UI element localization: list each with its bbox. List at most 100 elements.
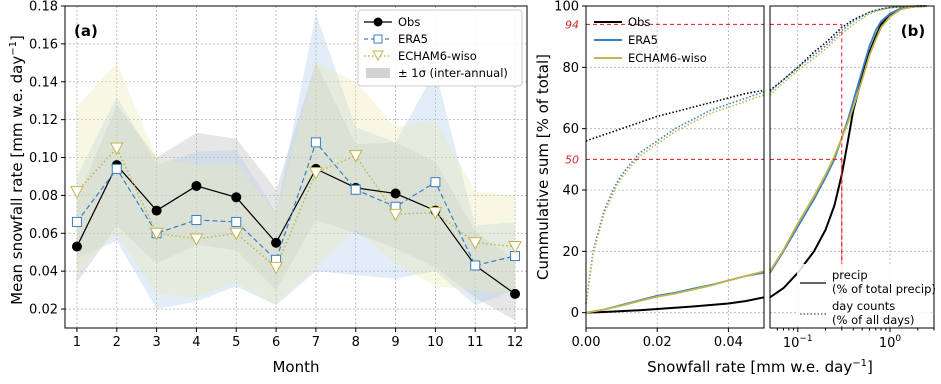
panel-a-y-tick-label: 0.06 — [29, 227, 58, 242]
tick-base: 10 — [783, 336, 800, 351]
panel-a-x-tick-label: 3 — [152, 335, 160, 350]
marker-obs — [510, 288, 521, 299]
marker-echam — [348, 150, 363, 163]
panel-b-right-x-tick-label: 10−1 — [783, 334, 813, 351]
marker-era5 — [350, 184, 361, 195]
cumsum-precip-obs-L — [585, 296, 765, 314]
legend-days-label: day counts — [832, 299, 895, 313]
panel-b-y-tick-label: 40 — [562, 184, 579, 199]
cumsum-days-echam-L — [585, 94, 765, 304]
band-era5 — [76, 13, 516, 310]
panel-a-y-tick-label: 0.18 — [29, 0, 58, 15]
legend-precip-sublabel: (% of total precip) — [832, 282, 936, 296]
legend-band-swatch — [366, 68, 390, 78]
series-line-obs — [76, 164, 516, 295]
legend-echam-marker — [372, 50, 384, 62]
legend-days-sublabel: (% of all days) — [832, 313, 915, 327]
panel-a-y-ticks: 0.02 0.04 0.06 0.08 0.10 0.12 0.14 0.16 0.18 — [29, 0, 65, 318]
panel-b-xlabel: Snowfall rate [mm w.e. day−1] — [647, 358, 873, 376]
marker-echam — [508, 241, 522, 254]
panel-a-x-tick-label: 11 — [467, 335, 484, 350]
panel-a-lines — [76, 141, 516, 295]
panel-a-y-tick-label: 0.14 — [29, 75, 58, 90]
cumsum-precip-echam-R — [769, 5, 927, 272]
panel-b-y-tick-label: 0 — [571, 306, 579, 321]
ref-label: 94 — [565, 18, 579, 31]
panel-b-left-x-tick-label: 0.04 — [714, 335, 743, 350]
marker-echam — [428, 206, 443, 220]
legend-era5-label: ERA5 — [398, 32, 428, 46]
panel-a-legend-box — [357, 9, 523, 87]
marker-echam — [269, 261, 283, 275]
panel-b-y-tick-label: 80 — [562, 61, 579, 76]
cumsum-days-obs-L — [585, 89, 765, 142]
marker-obs — [390, 188, 401, 199]
panel-b-right-frame — [769, 5, 935, 329]
tick-exponent: 0 — [895, 334, 901, 344]
marker-echam — [149, 227, 164, 241]
panel-a-label: (a) — [74, 22, 98, 40]
marker-era5 — [231, 216, 242, 227]
panel-b-xlabel-text: Snowfall rate [mm w.e. day — [647, 358, 852, 376]
panel-a-x-tick-label: 9 — [391, 335, 399, 350]
panel-a-ylabel-text: Mean snowfall rate [mm w.e. day — [8, 56, 26, 305]
legend-precip-label: precip — [832, 268, 868, 282]
cumsum-precip-era5-R — [769, 5, 927, 274]
legend-b-echam-label: ECHAM6-wiso — [628, 51, 707, 65]
marker-obs — [71, 241, 82, 252]
panel-a: 1 2 3 4 5 6 7 8 9 10 11 12 0.020.040.060.080.100.12… — [8, 0, 528, 376]
marker-era5 — [430, 177, 441, 188]
panel-a-x-tick-label: 10 — [427, 335, 444, 350]
marker-echam — [109, 142, 124, 156]
legend-obs-label: Obs — [398, 15, 420, 29]
marker-obs — [271, 237, 282, 248]
cumsum-days-obs-R — [769, 5, 927, 91]
marker-era5 — [71, 216, 82, 227]
panel-a-y-tick-label: 0.04 — [29, 265, 58, 280]
panel-a-y-tick-label: 0.08 — [29, 189, 58, 204]
marker-era5 — [470, 260, 481, 271]
legend-b-obs-label: Obs — [628, 15, 650, 29]
series-line-echam — [76, 146, 516, 269]
panel-a-y-tick-label: 0.02 — [29, 303, 58, 318]
panel-b-y-ticks: 0 20 40 60 80 100 — [554, 0, 586, 321]
panel-b-lines — [585, 5, 927, 314]
ref-label: 50 — [565, 153, 579, 166]
panel-b-label: (b) — [901, 22, 925, 40]
panel-b-legend-bottom-bg — [797, 264, 931, 326]
marker-echam — [189, 233, 204, 247]
marker-echam — [468, 237, 483, 250]
cumsum-days-era5-L — [585, 91, 765, 304]
panel-a-ylabel-close: ] — [8, 35, 26, 41]
cumsum-precip-echam-L — [585, 270, 765, 314]
panel-b-legend-top: Obs ERA5 ECHAM6-wiso — [594, 15, 707, 65]
tick-base: 10 — [879, 336, 896, 351]
panel-a-ylabel: Mean snowfall rate [mm w.e. day−1] — [8, 35, 26, 305]
panel-b-y-tick-label: 20 — [562, 245, 579, 260]
legend-b-era5-label: ERA5 — [628, 33, 658, 47]
panel-b-left-x-tick-label: 0.00 — [572, 335, 601, 350]
panel-a-x-tick-label: 6 — [272, 335, 280, 350]
marker-era5 — [191, 215, 202, 226]
marker-echam — [388, 208, 403, 222]
panel-b-y-tick-label: 100 — [554, 0, 579, 15]
marker-obs — [151, 205, 162, 216]
panel-a-x-tick-label: 5 — [232, 335, 240, 350]
panel-b-right-x-tick-label: 100 — [879, 334, 902, 351]
marker-echam — [229, 227, 244, 241]
panel-b-y-tick-label: 60 — [562, 122, 579, 137]
panel-a-x-ticks: 1 2 3 4 5 6 7 8 9 10 11 12 — [73, 328, 523, 350]
legend-echam-label: ECHAM6-wiso — [398, 49, 477, 63]
panel-a-x-tick-label: 8 — [352, 335, 360, 350]
cumsum-days-era5-R — [769, 5, 927, 93]
marker-era5 — [310, 137, 321, 148]
panel-a-xlabel: Month — [272, 358, 319, 376]
panel-b-xlabel-sup: −1 — [852, 358, 867, 369]
panel-a-x-tick-label: 7 — [312, 335, 320, 350]
tick-exponent: −1 — [799, 334, 812, 344]
panel-b-left-frame — [585, 5, 765, 329]
panel-a-ylabel-sup: −1 — [8, 41, 19, 56]
marker-echam — [309, 167, 323, 180]
